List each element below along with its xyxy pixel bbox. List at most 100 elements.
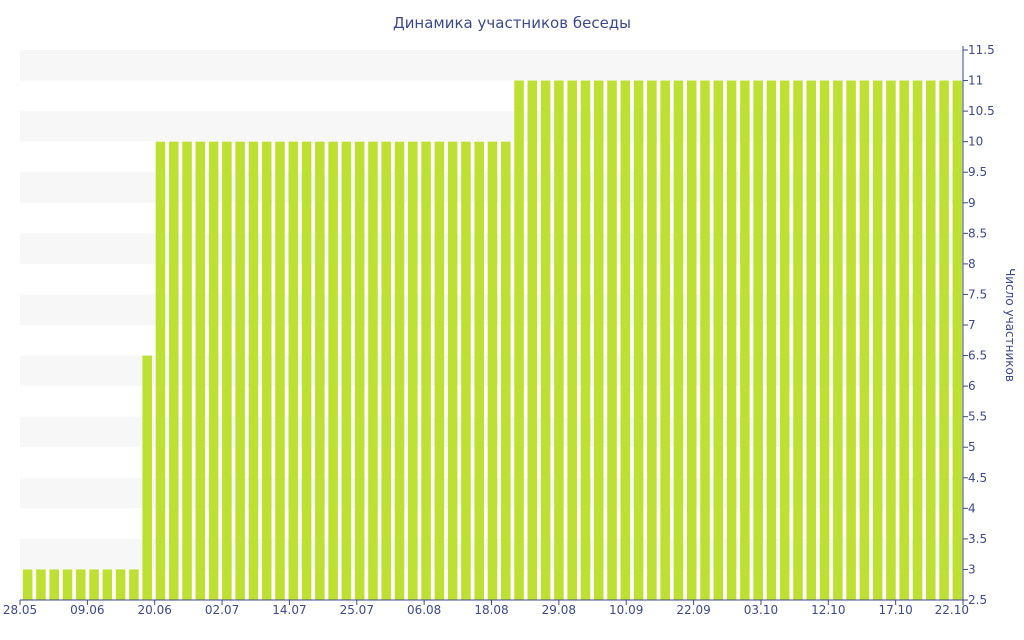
bar bbox=[859, 80, 870, 601]
bar bbox=[554, 80, 564, 601]
bar bbox=[394, 141, 405, 600]
y-tick-label: 11.5 bbox=[968, 43, 995, 57]
chart-title: Динамика участников беседы bbox=[393, 14, 631, 32]
x-tick-label: 02.07 bbox=[205, 603, 239, 617]
bar bbox=[806, 80, 817, 601]
x-tick-label: 25.07 bbox=[340, 603, 374, 617]
grid-band bbox=[20, 111, 963, 142]
bar bbox=[49, 569, 59, 600]
y-tick-label: 4 bbox=[968, 501, 976, 515]
y-tick-label: 11 bbox=[968, 74, 983, 88]
bar bbox=[673, 80, 684, 601]
bar bbox=[487, 141, 498, 600]
bar bbox=[142, 355, 152, 600]
grid-band bbox=[20, 50, 963, 81]
y-tick-label: 9.5 bbox=[968, 165, 987, 179]
bar bbox=[408, 141, 418, 600]
bar bbox=[833, 80, 843, 601]
bar bbox=[926, 80, 936, 601]
x-tick-label: 18.08 bbox=[474, 603, 508, 617]
bar bbox=[766, 80, 777, 601]
bar bbox=[607, 80, 617, 601]
bar bbox=[474, 141, 484, 600]
bar bbox=[434, 141, 445, 600]
bar bbox=[501, 141, 511, 600]
bar bbox=[872, 80, 883, 601]
bar bbox=[540, 80, 551, 601]
y-tick-label: 2.5 bbox=[968, 593, 987, 607]
bar bbox=[129, 569, 139, 600]
bar bbox=[354, 141, 365, 600]
x-tick-label: 22.09 bbox=[676, 603, 710, 617]
x-tick-label: 03.10 bbox=[744, 603, 778, 617]
bar bbox=[155, 141, 166, 600]
x-tick-label: 12.10 bbox=[811, 603, 845, 617]
bar bbox=[461, 141, 471, 600]
bar bbox=[381, 141, 392, 600]
bar bbox=[447, 141, 458, 600]
x-tick-label: 14.07 bbox=[272, 603, 306, 617]
y-tick-label: 8.5 bbox=[968, 226, 987, 240]
bar bbox=[939, 80, 949, 601]
bar bbox=[952, 80, 963, 601]
bar bbox=[514, 80, 524, 601]
x-tick-label: 09.06 bbox=[70, 603, 104, 617]
bar bbox=[633, 80, 644, 601]
x-tick-label: 22.10 bbox=[935, 603, 969, 617]
bar bbox=[421, 141, 431, 600]
bar bbox=[341, 141, 352, 600]
bar bbox=[660, 80, 670, 601]
bar bbox=[301, 141, 312, 600]
bar bbox=[328, 141, 338, 600]
bar bbox=[235, 141, 245, 600]
y-tick-label: 7.5 bbox=[968, 287, 987, 301]
bar bbox=[248, 141, 259, 600]
y-tick-label: 6.5 bbox=[968, 349, 987, 363]
bar bbox=[779, 80, 790, 601]
bar bbox=[753, 80, 763, 601]
bar bbox=[195, 141, 206, 600]
x-tick-label: 06.08 bbox=[407, 603, 441, 617]
bar bbox=[36, 569, 46, 600]
y-tick-label: 3 bbox=[968, 562, 976, 576]
bar bbox=[846, 80, 856, 601]
bar bbox=[102, 569, 113, 600]
bar bbox=[527, 80, 538, 601]
y-tick-label: 6 bbox=[968, 379, 976, 393]
x-tick-label: 20.06 bbox=[138, 603, 172, 617]
bar bbox=[912, 80, 923, 601]
y-tick-label: 3.5 bbox=[968, 532, 987, 546]
bar bbox=[620, 80, 631, 601]
y-tick-label: 9 bbox=[968, 196, 976, 210]
x-tick-label: 17.10 bbox=[878, 603, 912, 617]
bar bbox=[580, 80, 591, 601]
y-tick-label: 10 bbox=[968, 135, 983, 149]
y-tick-label: 4.5 bbox=[968, 471, 987, 485]
bar bbox=[208, 141, 219, 600]
y-tick-label: 8 bbox=[968, 257, 976, 271]
bar bbox=[713, 80, 724, 601]
bar bbox=[275, 141, 285, 600]
bar bbox=[793, 80, 803, 601]
y-tick-label: 10.5 bbox=[968, 104, 995, 118]
bar bbox=[22, 569, 33, 600]
y-axis: 2.5 3 3.5 4 4.5 5 5.5 6 6.5 7 7.5 8 8.5 9 9.5 10 10.5 11 1… bbox=[962, 43, 995, 607]
bar bbox=[593, 80, 604, 601]
bar bbox=[700, 80, 710, 601]
bar bbox=[899, 80, 910, 601]
bar bbox=[740, 80, 750, 601]
bar bbox=[75, 569, 86, 600]
bar bbox=[261, 141, 272, 600]
x-tick-label: 10.09 bbox=[609, 603, 643, 617]
y-tick-label: 5.5 bbox=[968, 410, 987, 424]
bar bbox=[726, 80, 737, 601]
bar bbox=[886, 80, 896, 601]
bar bbox=[368, 141, 378, 600]
bar bbox=[288, 141, 299, 600]
y-axis-label: Число участников bbox=[1003, 268, 1017, 382]
bar bbox=[62, 569, 73, 600]
bars-group bbox=[22, 80, 963, 601]
bar bbox=[819, 80, 830, 601]
bar bbox=[647, 80, 657, 601]
